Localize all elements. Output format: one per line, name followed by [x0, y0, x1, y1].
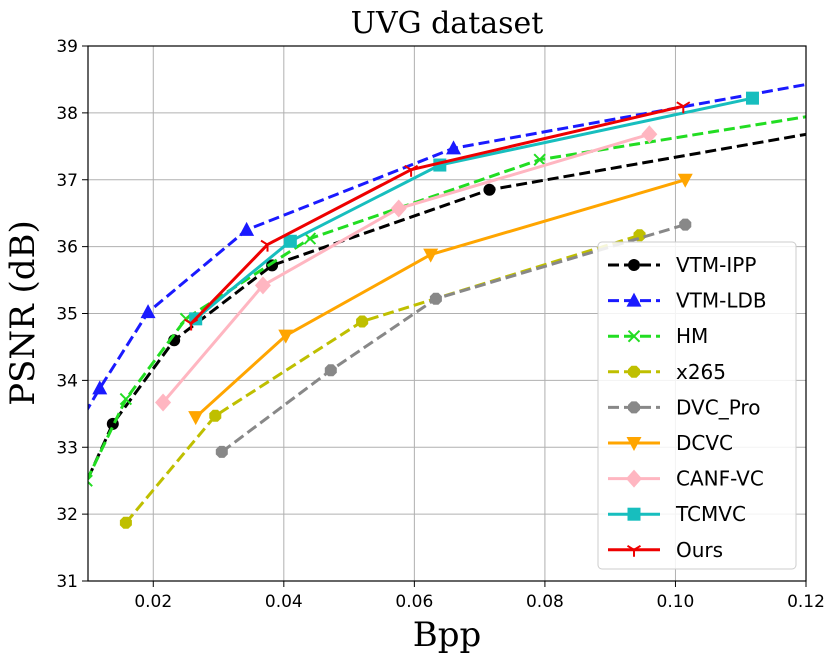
legend-entry: HM — [608, 324, 708, 348]
data-point — [533, 153, 546, 166]
y-tick-label: 34 — [56, 371, 78, 391]
y-axis-label: PSNR (dB) — [3, 220, 43, 406]
legend-label: DVC_Pro — [676, 395, 760, 419]
data-point — [140, 304, 156, 319]
y-tick-label: 31 — [56, 572, 78, 592]
chart-title: UVG dataset — [351, 6, 544, 41]
data-point — [429, 292, 442, 305]
legend-label: VTM-IPP — [676, 253, 756, 277]
legend-label: CANF-VC — [676, 467, 764, 491]
legend-box — [597, 241, 797, 570]
y-tick-label: 33 — [56, 438, 78, 458]
legend-label: Ours — [676, 538, 723, 562]
data-point — [356, 315, 369, 328]
legend-marker — [627, 507, 641, 521]
data-point — [641, 125, 658, 144]
legend-marker — [628, 365, 640, 378]
legend-marker — [626, 437, 642, 451]
data-point — [423, 248, 439, 263]
legend-entry: Ours — [608, 538, 723, 562]
series-x265 — [119, 229, 646, 529]
legend-label: DCVC — [676, 431, 733, 455]
data-point — [119, 392, 133, 406]
y-tick-label: 36 — [56, 238, 78, 258]
series-line — [194, 178, 686, 419]
series-line — [88, 132, 806, 483]
data-point — [119, 516, 132, 529]
legend-label: TCMVC — [675, 502, 746, 526]
legend-marker — [628, 259, 640, 271]
axis-ticks: 0.02 0.04 0.06 0.08 0.10 0.12 31 32 33 34 35 36 37 38… — [56, 37, 825, 612]
series-dvc-pro — [215, 218, 692, 458]
series-ours — [184, 101, 691, 331]
series-line — [194, 96, 753, 320]
x-tick-label: 0.12 — [787, 592, 825, 612]
series-line — [124, 233, 641, 524]
legend: VTM-IPP VTM-LDB HM x265 DVC_Pro DCVC CANF-VC TC… — [597, 241, 797, 570]
data-point — [283, 234, 297, 248]
x-axis-label: Bpp — [413, 615, 482, 655]
y-tick-label: 39 — [56, 37, 78, 57]
y-tick-label: 37 — [56, 171, 78, 191]
legend-marker — [626, 292, 642, 307]
legend-entry: DCVC — [608, 431, 733, 455]
data-point — [188, 411, 204, 426]
legend-entry: x265 — [608, 360, 726, 384]
legend-marker — [626, 544, 642, 557]
legend-entry: VTM-LDB — [608, 289, 767, 313]
data-point — [324, 364, 337, 377]
y-tick-label: 35 — [56, 305, 78, 325]
x-tick-label: 0.10 — [657, 592, 695, 612]
y-tick-label: 38 — [56, 104, 78, 124]
data-point — [209, 409, 222, 422]
x-tick-label: 0.02 — [134, 592, 172, 612]
data-point — [677, 173, 693, 188]
series-line — [88, 115, 806, 482]
series-vtm-ldb — [88, 82, 806, 412]
data-point — [215, 445, 228, 458]
legend-entry: TCMVC — [608, 502, 746, 526]
data-point — [446, 140, 462, 155]
x-tick-label: 0.06 — [395, 592, 433, 612]
data-point — [745, 91, 759, 105]
x-tick-label: 0.04 — [265, 592, 303, 612]
data-point — [239, 221, 255, 236]
data-point — [390, 199, 407, 218]
legend-marker — [628, 401, 640, 414]
data-point — [254, 276, 271, 295]
legend-marker — [627, 329, 641, 343]
series-dcvc — [188, 173, 693, 426]
series-line — [190, 104, 684, 325]
series-layer — [88, 82, 806, 529]
data-point — [676, 101, 691, 114]
data-point — [679, 218, 692, 231]
legend-entry: VTM-IPP — [608, 253, 756, 277]
legend-label: x265 — [676, 360, 726, 384]
y-tick-label: 32 — [56, 505, 78, 525]
data-point — [260, 239, 275, 252]
data-point — [155, 393, 172, 412]
x-tick-label: 0.08 — [526, 592, 564, 612]
data-point — [184, 318, 199, 331]
legend-entry: CANF-VC — [608, 467, 764, 491]
series-line — [220, 223, 686, 454]
series-line — [161, 132, 650, 404]
data-point — [278, 329, 294, 344]
legend-label: VTM-LDB — [676, 289, 767, 313]
data-point — [483, 183, 496, 196]
data-point — [303, 232, 317, 245]
data-point — [404, 164, 419, 177]
series-canf-vc — [155, 125, 658, 412]
data-point — [88, 474, 93, 487]
legend-entry: DVC_Pro — [608, 395, 760, 419]
data-point — [92, 380, 108, 395]
legend-label: HM — [676, 324, 708, 348]
legend-marker — [626, 469, 642, 488]
